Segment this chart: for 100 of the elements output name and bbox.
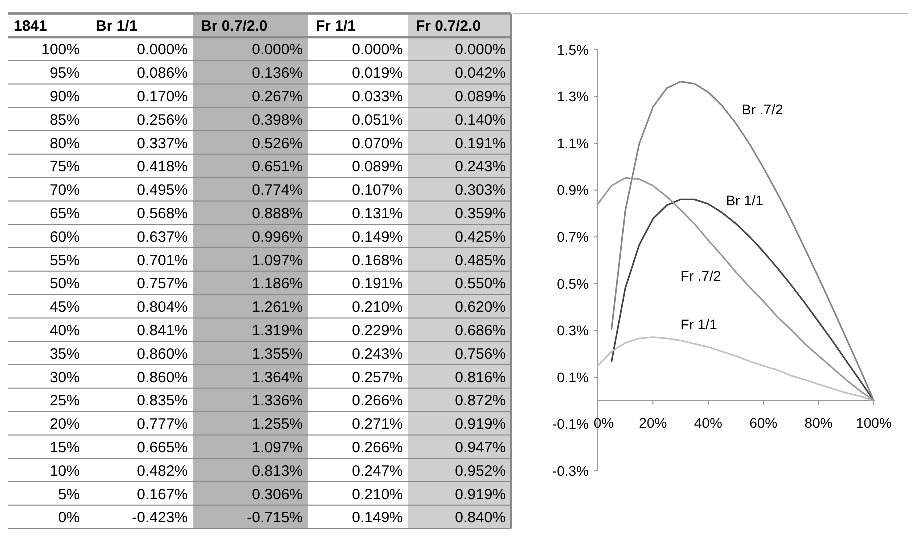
data-label: 0.568% <box>137 206 188 223</box>
y-tick-label: 35% <box>50 346 80 363</box>
data-label: 0.526% <box>252 135 303 152</box>
x-tick-label: 80% <box>804 414 833 431</box>
y-tick-label: 45% <box>50 299 80 316</box>
series-label: Br .7/2 <box>742 101 784 118</box>
data-label: 0.872% <box>455 392 506 410</box>
x-tick-label: 100% <box>856 414 892 431</box>
y-tick-label: 15% <box>50 440 80 457</box>
y-tick-label: 60% <box>50 228 80 246</box>
data-label: 0.860% <box>137 346 188 363</box>
x-tick-label: 0% <box>594 414 614 431</box>
data-label: 0.070% <box>352 135 403 152</box>
data-label: 0.482% <box>137 462 188 480</box>
y-tick-label: 90% <box>50 88 80 106</box>
data-label: 0.000% <box>252 42 303 59</box>
data-label: 0.000% <box>137 42 188 59</box>
y-tick-label: 5% <box>58 486 80 504</box>
data-label: 1.255% <box>252 416 303 434</box>
data-label: 0.425% <box>455 228 506 246</box>
data-label: 1.355% <box>252 346 303 363</box>
data-label: 0.089% <box>352 158 403 176</box>
data-label: 0.337% <box>137 135 188 152</box>
x-tick-label: Br 0.7/2.0 <box>201 18 268 35</box>
data-label: 0.919% <box>455 416 506 434</box>
y-tick-label: 10% <box>50 462 80 480</box>
data-label: 0.816% <box>455 369 506 386</box>
data-label: 0.149% <box>352 228 403 246</box>
data-label: 1.261% <box>252 299 303 316</box>
data-label: 0.229% <box>352 322 403 340</box>
data-label: 0.550% <box>455 276 506 293</box>
data-label: 0.266% <box>352 392 403 410</box>
data-label: 0.243% <box>455 158 506 176</box>
data-label: -0.715% <box>247 510 303 527</box>
data-label: 0.665% <box>137 440 188 457</box>
y-tick-label: 40% <box>50 322 80 340</box>
data-label: 0.495% <box>137 182 188 200</box>
data-label: 0.947% <box>455 440 506 457</box>
data-label: 0.000% <box>352 42 403 59</box>
y-tick-label: 0.9% <box>557 182 589 198</box>
data-label: 0.168% <box>352 252 403 270</box>
data-label: 0.191% <box>352 276 403 293</box>
y-tick-label: 25% <box>50 392 80 410</box>
data-label: -0.423% <box>132 510 188 527</box>
series-label: Fr .7/2 <box>680 268 722 284</box>
data-label: 0.131% <box>352 206 403 223</box>
data-label: 0.167% <box>137 486 188 504</box>
data-label: 0.051% <box>352 112 403 129</box>
data-label: 0.266% <box>352 440 403 457</box>
y-tick-label: -0.1% <box>552 416 589 432</box>
data-label: 0.756% <box>455 346 506 363</box>
data-label: 0.418% <box>137 158 188 176</box>
data-label: 0.919% <box>455 486 506 504</box>
y-tick-label: 55% <box>50 252 80 270</box>
data-label: 0.686% <box>455 322 506 340</box>
data-label: 0.835% <box>137 392 188 410</box>
data-label: 0.210% <box>352 486 403 504</box>
line-series <box>597 336 875 402</box>
data-label: 0.191% <box>455 135 506 152</box>
data-label: 0.303% <box>455 182 506 200</box>
data-label: 0.247% <box>352 462 403 480</box>
data-label: 0.170% <box>137 88 188 106</box>
y-tick-label: 0.7% <box>557 229 589 246</box>
data-label: 0.637% <box>137 228 188 246</box>
data-label: 0.267% <box>252 88 303 106</box>
data-label: 0.210% <box>352 299 403 316</box>
y-tick-label: 70% <box>50 182 80 200</box>
data-label: 0.107% <box>352 182 403 200</box>
series-label: Fr 1/1 <box>680 316 718 333</box>
y-tick-label: 1.1% <box>557 135 589 152</box>
y-tick-label: 0.3% <box>557 322 589 339</box>
data-label: 1.336% <box>252 392 303 410</box>
data-label: 0.271% <box>352 416 403 434</box>
data-label: 0.804% <box>137 299 188 316</box>
series-label: Br 1/1 <box>726 192 764 209</box>
x-tick-label: Fr 0.7/2.0 <box>416 18 482 35</box>
data-label: 0.841% <box>137 322 188 340</box>
data-label: 1.364% <box>252 369 303 386</box>
data-label: 0.398% <box>252 112 303 129</box>
data-label: 1.186% <box>252 276 303 293</box>
y-tick-label: 0.5% <box>557 276 589 292</box>
x-tick-label: 40% <box>694 414 722 431</box>
data-label: 0.359% <box>455 206 506 223</box>
data-label: 0.086% <box>137 65 188 82</box>
data-label: 0.149% <box>352 510 403 527</box>
data-label: 1.097% <box>252 440 303 457</box>
data-label: 0.140% <box>455 112 506 129</box>
data-label: 0.136% <box>252 65 303 82</box>
data-label: 0.019% <box>352 65 403 82</box>
y-tick-label: 30% <box>50 369 80 386</box>
x-tick-label: Fr 1/1 <box>316 18 356 35</box>
data-label: 0.306% <box>252 486 303 504</box>
y-tick-label: 95% <box>50 65 80 82</box>
data-label: 1.097% <box>252 252 303 270</box>
data-label: 0.774% <box>252 182 303 200</box>
data-label: 0.000% <box>455 42 506 59</box>
data-label: 0.996% <box>252 228 303 246</box>
y-tick-label: 0.1% <box>557 369 589 386</box>
y-tick-label: 0% <box>58 510 80 527</box>
data-label: 0.042% <box>455 65 506 82</box>
